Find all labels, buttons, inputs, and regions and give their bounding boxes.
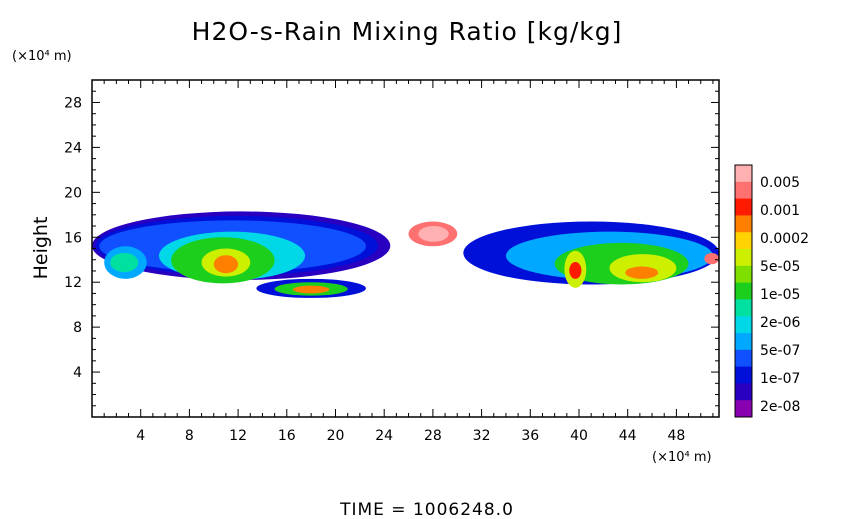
- x-axis-unit: (×10⁴ m): [652, 450, 712, 465]
- y-tick-label: 20: [64, 185, 82, 201]
- x-tick-label: 8: [185, 428, 194, 444]
- x-tick-label: 28: [424, 428, 442, 444]
- y-tick-label: 16: [64, 230, 82, 246]
- colorbar-label: 5e-05: [760, 259, 800, 275]
- time-footer: TIME = 1006248.0: [339, 500, 514, 519]
- x-tick-label: 4: [136, 428, 145, 444]
- colorbar-swatch: [735, 249, 752, 267]
- x-tick-label: 48: [667, 428, 685, 444]
- chart-title: H2O-s-Rain Mixing Ratio [kg/kg]: [192, 17, 623, 46]
- rain-region-6: [213, 255, 239, 274]
- rain-region-19: [625, 266, 659, 279]
- y-tick-label: 12: [64, 275, 82, 291]
- colorbar-label: 2e-08: [760, 399, 800, 415]
- x-tick-label: 40: [570, 428, 588, 444]
- rain-region-21: [704, 252, 719, 265]
- colorbar-swatch: [735, 366, 752, 384]
- x-tick-label: 20: [327, 428, 345, 444]
- plot-area: [92, 211, 719, 298]
- colorbar-swatch: [735, 383, 752, 401]
- colorbar-frame: [734, 164, 753, 418]
- y-tick-label: 8: [73, 320, 82, 336]
- colorbar-label: 0.001: [760, 203, 800, 219]
- colorbar: 0.005 0.001 0.0002 5e-05 1e-05 2e-06 5e-07 1e-0…: [734, 164, 809, 418]
- colorbar-swatch: [735, 349, 752, 368]
- colorbar-label: 2e-06: [760, 315, 800, 331]
- colorbar-swatch: [735, 299, 752, 317]
- colorbar-swatch: [735, 232, 752, 250]
- colorbar-swatch: [735, 333, 752, 351]
- colorbar-label: 0.005: [760, 175, 800, 191]
- colorbar-label: 1e-05: [760, 287, 800, 303]
- y-axis-unit: (×10⁴ m): [12, 49, 72, 64]
- y-tick-label: 4: [73, 365, 82, 381]
- x-tick-label: 24: [375, 428, 393, 444]
- colorbar-label: 1e-07: [760, 371, 800, 387]
- colorbar-swatch: [735, 265, 752, 284]
- x-tick-label: 36: [521, 428, 539, 444]
- y-axis-label: Height: [30, 217, 52, 280]
- rain-region-8: [110, 252, 139, 273]
- colorbar-swatch: [735, 215, 752, 233]
- y-tick-label: 28: [64, 95, 82, 111]
- colorbar-label: 5e-07: [760, 343, 800, 359]
- colorbar-swatch: [735, 198, 752, 216]
- colorbar-swatch: [735, 400, 752, 418]
- x-tick-label: 16: [278, 428, 296, 444]
- x-tick-label: 44: [619, 428, 637, 444]
- colorbar-swatch: [735, 282, 752, 300]
- y-tick-label: 24: [64, 140, 82, 156]
- rain-region-11: [292, 285, 330, 294]
- colorbar-swatch: [735, 165, 752, 183]
- colorbar-swatch: [735, 316, 752, 334]
- rain-region-13: [418, 226, 449, 242]
- x-tick-label: 12: [229, 428, 247, 444]
- colorbar-swatch: [735, 181, 752, 200]
- x-tick-label: 32: [473, 428, 491, 444]
- colorbar-label: 0.0002: [760, 231, 809, 247]
- rain-region-20: [569, 261, 582, 279]
